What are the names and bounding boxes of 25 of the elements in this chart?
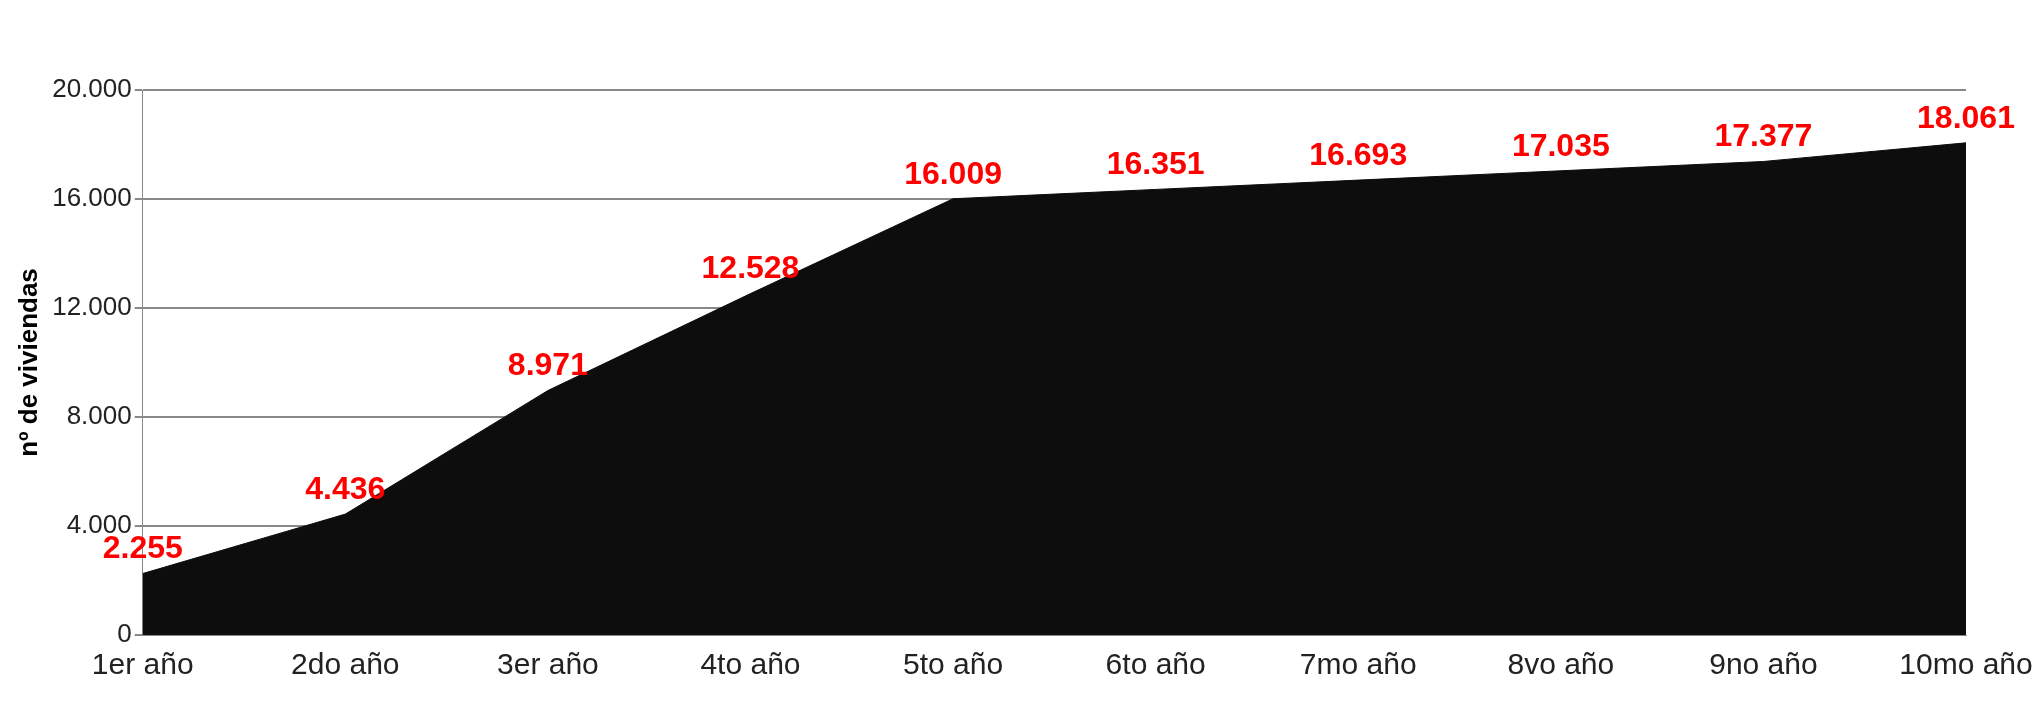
x-tick-label: 1er año [91,647,194,681]
data-label: 8.971 [507,346,588,383]
x-tick-label: 9no año [1709,647,1818,681]
y-axis-title: nº de viviendas [12,268,43,457]
data-label: 4.436 [305,469,386,506]
x-tick-label: 7mo año [1299,647,1417,681]
y-tick-label: 20.000 [52,73,132,104]
y-tick-label: 12.000 [52,291,132,322]
x-tick-label: 6to año [1105,647,1206,681]
y-tick-label: 16.000 [52,182,132,213]
y-tick-label: 8.000 [66,400,132,431]
x-tick-label: 3er año [497,647,599,681]
data-label: 16.009 [904,154,1003,191]
x-tick-label: 10mo año [1899,647,2033,681]
x-tick-label: 4to año [700,647,801,681]
x-tick-label: 5to año [903,647,1004,681]
y-tick-label: 0 [117,618,132,649]
data-label: 17.035 [1511,126,1610,163]
data-label: 12.528 [701,249,800,286]
data-label: 18.061 [1917,98,2015,135]
x-tick-label: 8vo año [1507,647,1615,681]
x-tick-label: 2do año [291,647,400,681]
data-label: 16.693 [1309,135,1408,172]
data-label: 17.377 [1714,117,1813,154]
data-label: 16.351 [1106,145,1205,182]
